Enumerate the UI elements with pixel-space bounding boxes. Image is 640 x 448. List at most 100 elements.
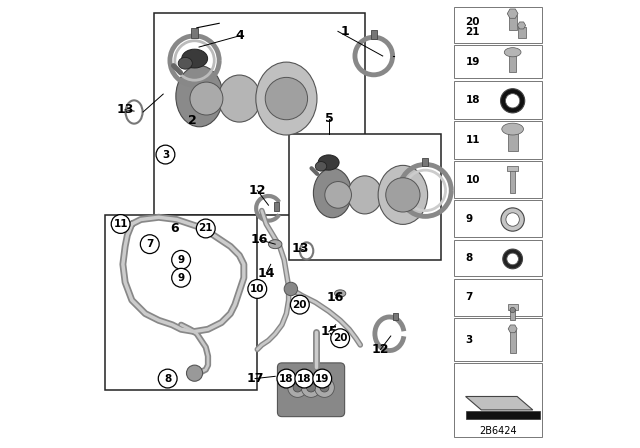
- Bar: [454, 161, 542, 198]
- Circle shape: [277, 369, 296, 388]
- Bar: [454, 200, 542, 237]
- Circle shape: [172, 268, 191, 287]
- Bar: [509, 54, 516, 72]
- Bar: [508, 131, 518, 151]
- Text: 4: 4: [235, 29, 244, 43]
- Text: 9: 9: [177, 273, 185, 283]
- FancyBboxPatch shape: [154, 13, 365, 215]
- Circle shape: [295, 369, 314, 388]
- Text: 18: 18: [466, 95, 480, 105]
- Bar: [509, 15, 516, 30]
- Bar: [454, 81, 542, 119]
- Text: 8: 8: [164, 374, 172, 383]
- Circle shape: [186, 365, 203, 381]
- Text: 19: 19: [466, 57, 480, 67]
- Ellipse shape: [269, 240, 282, 249]
- Text: 20: 20: [333, 333, 348, 343]
- Text: 8: 8: [466, 254, 473, 263]
- Text: 19: 19: [315, 374, 330, 383]
- Ellipse shape: [218, 75, 260, 122]
- Text: 13: 13: [116, 103, 134, 116]
- Ellipse shape: [314, 168, 351, 218]
- Text: 21: 21: [198, 224, 213, 233]
- Circle shape: [315, 378, 334, 397]
- Circle shape: [501, 208, 524, 231]
- Text: 12: 12: [248, 184, 266, 197]
- Ellipse shape: [502, 123, 524, 135]
- Text: 2B6424: 2B6424: [479, 426, 517, 436]
- Circle shape: [331, 329, 349, 348]
- Ellipse shape: [348, 176, 382, 214]
- Text: 14: 14: [257, 267, 275, 280]
- Text: 11: 11: [113, 219, 128, 229]
- Bar: [454, 121, 542, 159]
- Circle shape: [156, 145, 175, 164]
- Bar: [274, 202, 279, 211]
- Bar: [508, 166, 518, 171]
- Bar: [510, 309, 515, 320]
- Circle shape: [386, 178, 420, 212]
- Circle shape: [172, 250, 191, 269]
- Ellipse shape: [178, 57, 193, 69]
- Text: 21: 21: [466, 27, 480, 37]
- Bar: [392, 313, 398, 320]
- Circle shape: [325, 181, 351, 208]
- Circle shape: [313, 369, 332, 388]
- Circle shape: [301, 378, 321, 397]
- Bar: [508, 304, 518, 310]
- Text: 6: 6: [170, 222, 179, 235]
- Bar: [454, 7, 542, 43]
- Text: 12: 12: [372, 343, 389, 356]
- Text: 9: 9: [466, 214, 473, 224]
- Circle shape: [500, 89, 525, 113]
- Ellipse shape: [335, 290, 346, 297]
- Circle shape: [506, 94, 520, 108]
- Circle shape: [507, 253, 518, 265]
- Text: 7: 7: [466, 293, 473, 302]
- Text: 3: 3: [162, 150, 169, 159]
- Circle shape: [307, 383, 316, 392]
- Bar: [509, 330, 516, 353]
- Bar: [466, 411, 540, 419]
- FancyBboxPatch shape: [105, 215, 257, 390]
- Circle shape: [158, 369, 177, 388]
- Text: 17: 17: [246, 372, 264, 385]
- Text: 2: 2: [188, 114, 196, 128]
- Ellipse shape: [316, 162, 326, 171]
- Text: 15: 15: [320, 325, 338, 338]
- Text: 11: 11: [466, 135, 480, 145]
- Circle shape: [284, 282, 298, 296]
- Text: 7: 7: [146, 239, 154, 249]
- Ellipse shape: [378, 165, 428, 224]
- Bar: [371, 30, 377, 39]
- Ellipse shape: [318, 155, 339, 170]
- Text: 10: 10: [466, 175, 480, 185]
- Text: 16: 16: [251, 233, 268, 246]
- FancyBboxPatch shape: [278, 363, 344, 417]
- Circle shape: [248, 280, 267, 298]
- Text: 10: 10: [250, 284, 264, 294]
- FancyBboxPatch shape: [289, 134, 441, 260]
- Circle shape: [320, 383, 329, 392]
- Circle shape: [190, 82, 223, 115]
- Bar: [518, 26, 525, 38]
- Bar: [454, 279, 542, 316]
- Bar: [454, 363, 542, 437]
- Circle shape: [111, 215, 130, 233]
- Text: 18: 18: [297, 374, 312, 383]
- Circle shape: [510, 307, 515, 313]
- Bar: [454, 318, 542, 361]
- Bar: [454, 45, 542, 78]
- Bar: [454, 240, 542, 276]
- Circle shape: [506, 213, 520, 226]
- Text: 3: 3: [466, 335, 473, 345]
- Ellipse shape: [176, 65, 223, 127]
- Polygon shape: [466, 396, 533, 410]
- Bar: [422, 158, 428, 166]
- Text: 18: 18: [279, 374, 294, 383]
- Circle shape: [503, 249, 522, 269]
- Circle shape: [265, 78, 308, 120]
- Bar: [191, 28, 198, 38]
- Ellipse shape: [182, 49, 207, 68]
- Ellipse shape: [256, 62, 317, 135]
